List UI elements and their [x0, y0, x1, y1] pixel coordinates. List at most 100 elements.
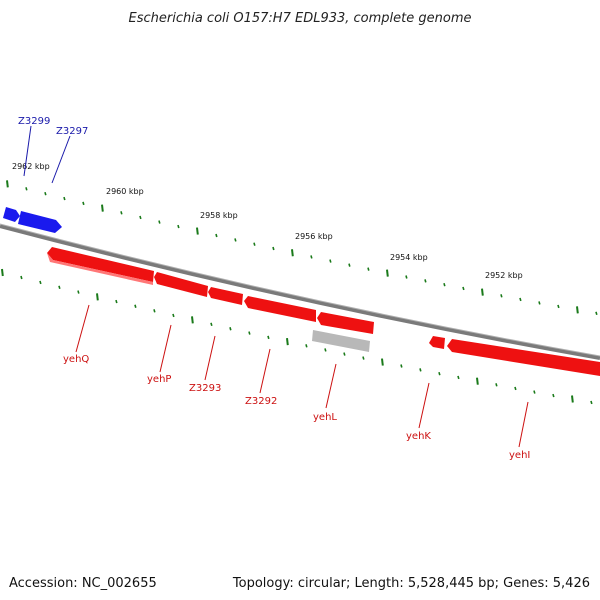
scale-label: 2952 kbp	[485, 271, 523, 280]
major-tick	[101, 204, 104, 212]
gene-z3293-feature[interactable]	[208, 287, 243, 305]
minor-tick	[438, 371, 441, 376]
gene-label-z3293[interactable]: Z3293	[189, 383, 221, 394]
gene-label-yehq[interactable]: yehQ	[63, 354, 89, 365]
minor-tick	[44, 191, 47, 196]
minor-tick	[253, 242, 256, 246]
minor-tick	[153, 309, 156, 313]
minor-tick	[210, 322, 213, 327]
minor-tick	[267, 335, 270, 340]
major-tick	[1, 268, 4, 277]
callout-z3297	[51, 135, 71, 184]
minor-tick	[82, 201, 85, 206]
minor-tick	[248, 331, 251, 335]
genome-summary-label: Topology: circular; Length: 5,528,445 bp…	[232, 576, 590, 591]
minor-tick	[557, 304, 560, 309]
gene-yehq-feature-shade	[47, 253, 153, 285]
minor-tick	[229, 327, 232, 331]
minor-tick	[362, 356, 365, 360]
minor-tick	[519, 297, 522, 302]
minor-tick	[533, 390, 536, 394]
gene-label-z3297[interactable]: Z3297	[56, 126, 88, 137]
major-tick	[476, 377, 479, 385]
minor-tick	[405, 275, 408, 279]
genome-title: Escherichia coli O157:H7 EDL933, complet…	[129, 11, 472, 26]
gene-label-yehl[interactable]: yehL	[313, 412, 337, 423]
minor-tick	[329, 259, 332, 263]
gene-z3297-feature[interactable]	[18, 211, 62, 233]
minor-tick	[25, 187, 28, 191]
callout-z3299	[23, 125, 32, 177]
gene-label-z3299[interactable]: Z3299	[18, 116, 50, 127]
gene-yehk-feature[interactable]	[429, 336, 445, 349]
major-tick	[381, 358, 384, 366]
minor-tick	[552, 393, 555, 398]
minor-tick	[443, 282, 446, 287]
pseudo-gene-feature[interactable]	[312, 330, 370, 352]
gene-yehq-feature[interactable]	[47, 247, 154, 282]
major-tick	[191, 316, 194, 324]
inner-tick-row	[1, 268, 593, 405]
gene-z3299-feature[interactable]	[3, 207, 20, 222]
scale-labels: 2962 kbp 2960 kbp 2958 kbp 2956 kbp 2954…	[12, 162, 523, 280]
callout-z3292	[259, 348, 271, 394]
outer-tick-row	[6, 180, 598, 315]
gene-label-yehp[interactable]: yehP	[147, 374, 171, 385]
minor-tick	[424, 279, 427, 283]
scale-label: 2956 kbp	[295, 232, 333, 241]
major-tick	[291, 249, 294, 257]
callout-yehq	[75, 304, 90, 353]
gene-label-yehk[interactable]: yehK	[406, 431, 431, 442]
minor-tick	[590, 400, 593, 405]
gene-z3292-feature[interactable]	[244, 296, 316, 322]
scale-label: 2962 kbp	[12, 162, 50, 171]
minor-tick	[134, 304, 137, 308]
minor-tick	[462, 286, 465, 291]
accession-label: Accession: NC_002655	[9, 576, 157, 591]
scale-label: 2958 kbp	[200, 211, 238, 220]
gene-yehi-feature[interactable]	[447, 339, 600, 376]
minor-tick	[120, 211, 123, 215]
minor-tick	[58, 285, 61, 289]
genome-backbone-highlight	[0, 223, 600, 357]
gene-label-z3292[interactable]: Z3292	[245, 396, 277, 407]
callout-yehk	[418, 382, 430, 429]
major-tick	[286, 338, 289, 346]
scale-label: 2960 kbp	[106, 187, 144, 196]
minor-tick	[343, 352, 346, 356]
callout-lines	[23, 125, 529, 448]
minor-tick	[215, 233, 218, 238]
major-tick	[576, 306, 579, 314]
minor-tick	[115, 299, 118, 304]
major-tick	[481, 288, 484, 296]
major-tick	[96, 293, 99, 301]
gene-label-yehi[interactable]: yehI	[509, 450, 530, 461]
scale-label: 2954 kbp	[390, 253, 428, 262]
minor-tick	[20, 275, 23, 280]
minor-tick	[305, 344, 308, 348]
minor-tick	[77, 290, 80, 294]
minor-tick	[514, 386, 517, 391]
minor-tick	[538, 301, 541, 305]
callout-z3293	[204, 335, 216, 381]
minor-tick	[495, 383, 498, 387]
callout-yehi	[518, 401, 529, 448]
major-tick	[196, 227, 199, 235]
minor-tick	[348, 263, 351, 267]
callout-yehl	[325, 363, 337, 409]
gene-yehp-feature[interactable]	[154, 272, 208, 297]
minor-tick	[595, 311, 598, 315]
minor-tick	[177, 224, 180, 229]
minor-tick	[500, 294, 503, 298]
genome-backbone	[0, 224, 600, 360]
minor-tick	[324, 348, 327, 352]
minor-tick	[39, 280, 42, 285]
gene-labels: Z3299 Z3297 yehQ yehP Z3293 Z3292 yehL y…	[18, 116, 530, 461]
minor-tick	[158, 220, 161, 224]
gene-yehl-feature[interactable]	[317, 312, 374, 334]
minor-tick	[400, 364, 403, 368]
forward-genes	[3, 207, 62, 233]
major-tick	[386, 269, 389, 277]
reverse-genes	[47, 247, 600, 376]
